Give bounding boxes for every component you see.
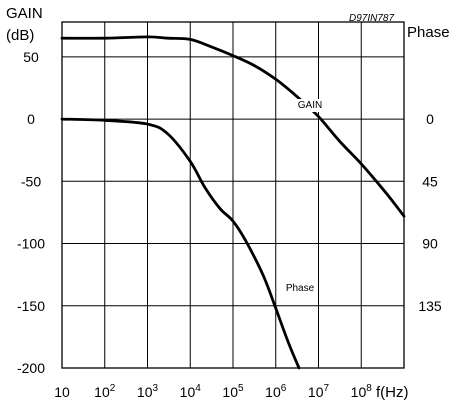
phase-curve-label: Phase: [286, 283, 315, 294]
left-tick-label: 0: [27, 111, 35, 127]
left-tick-label: -50: [21, 173, 41, 189]
x-tick-label: 108: [351, 383, 373, 400]
x-tick-label: 106: [265, 383, 287, 400]
axis-labels: GAIN (dB) Phase D97IN787 f(Hz): [6, 5, 450, 400]
left-axis-title-db: (dB): [6, 27, 34, 44]
left-tick-label: -150: [17, 298, 45, 314]
left-tick-label: 50: [23, 49, 39, 65]
left-tick-label: -200: [17, 360, 45, 376]
right-tick-label: 90: [422, 236, 438, 252]
x-tick-label: 102: [94, 383, 116, 400]
x-axis-unit-label: f(Hz): [376, 384, 409, 400]
x-tick-label: 103: [137, 383, 159, 400]
x-tick-label: 104: [180, 383, 202, 400]
figure-code: D97IN787: [349, 13, 394, 24]
left-axis-title-gain: GAIN: [6, 5, 43, 22]
right-tick-label: 0: [426, 111, 434, 127]
right-tick-label: 135: [418, 298, 442, 314]
right-tick-label: 45: [422, 173, 438, 189]
left-tick-label: -100: [17, 236, 45, 252]
x-tick-label: 107: [308, 383, 330, 400]
right-axis-title-phase: Phase: [407, 24, 450, 41]
x-tick-label: 105: [222, 383, 244, 400]
gain-curve-label: GAIN: [298, 100, 322, 111]
tick-labels: 50 0 -50 -100 -150 -200 0 45 90 135 10 102 103 104 105…: [17, 49, 442, 400]
grid: [62, 22, 404, 368]
x-tick-label: 10: [54, 384, 70, 400]
